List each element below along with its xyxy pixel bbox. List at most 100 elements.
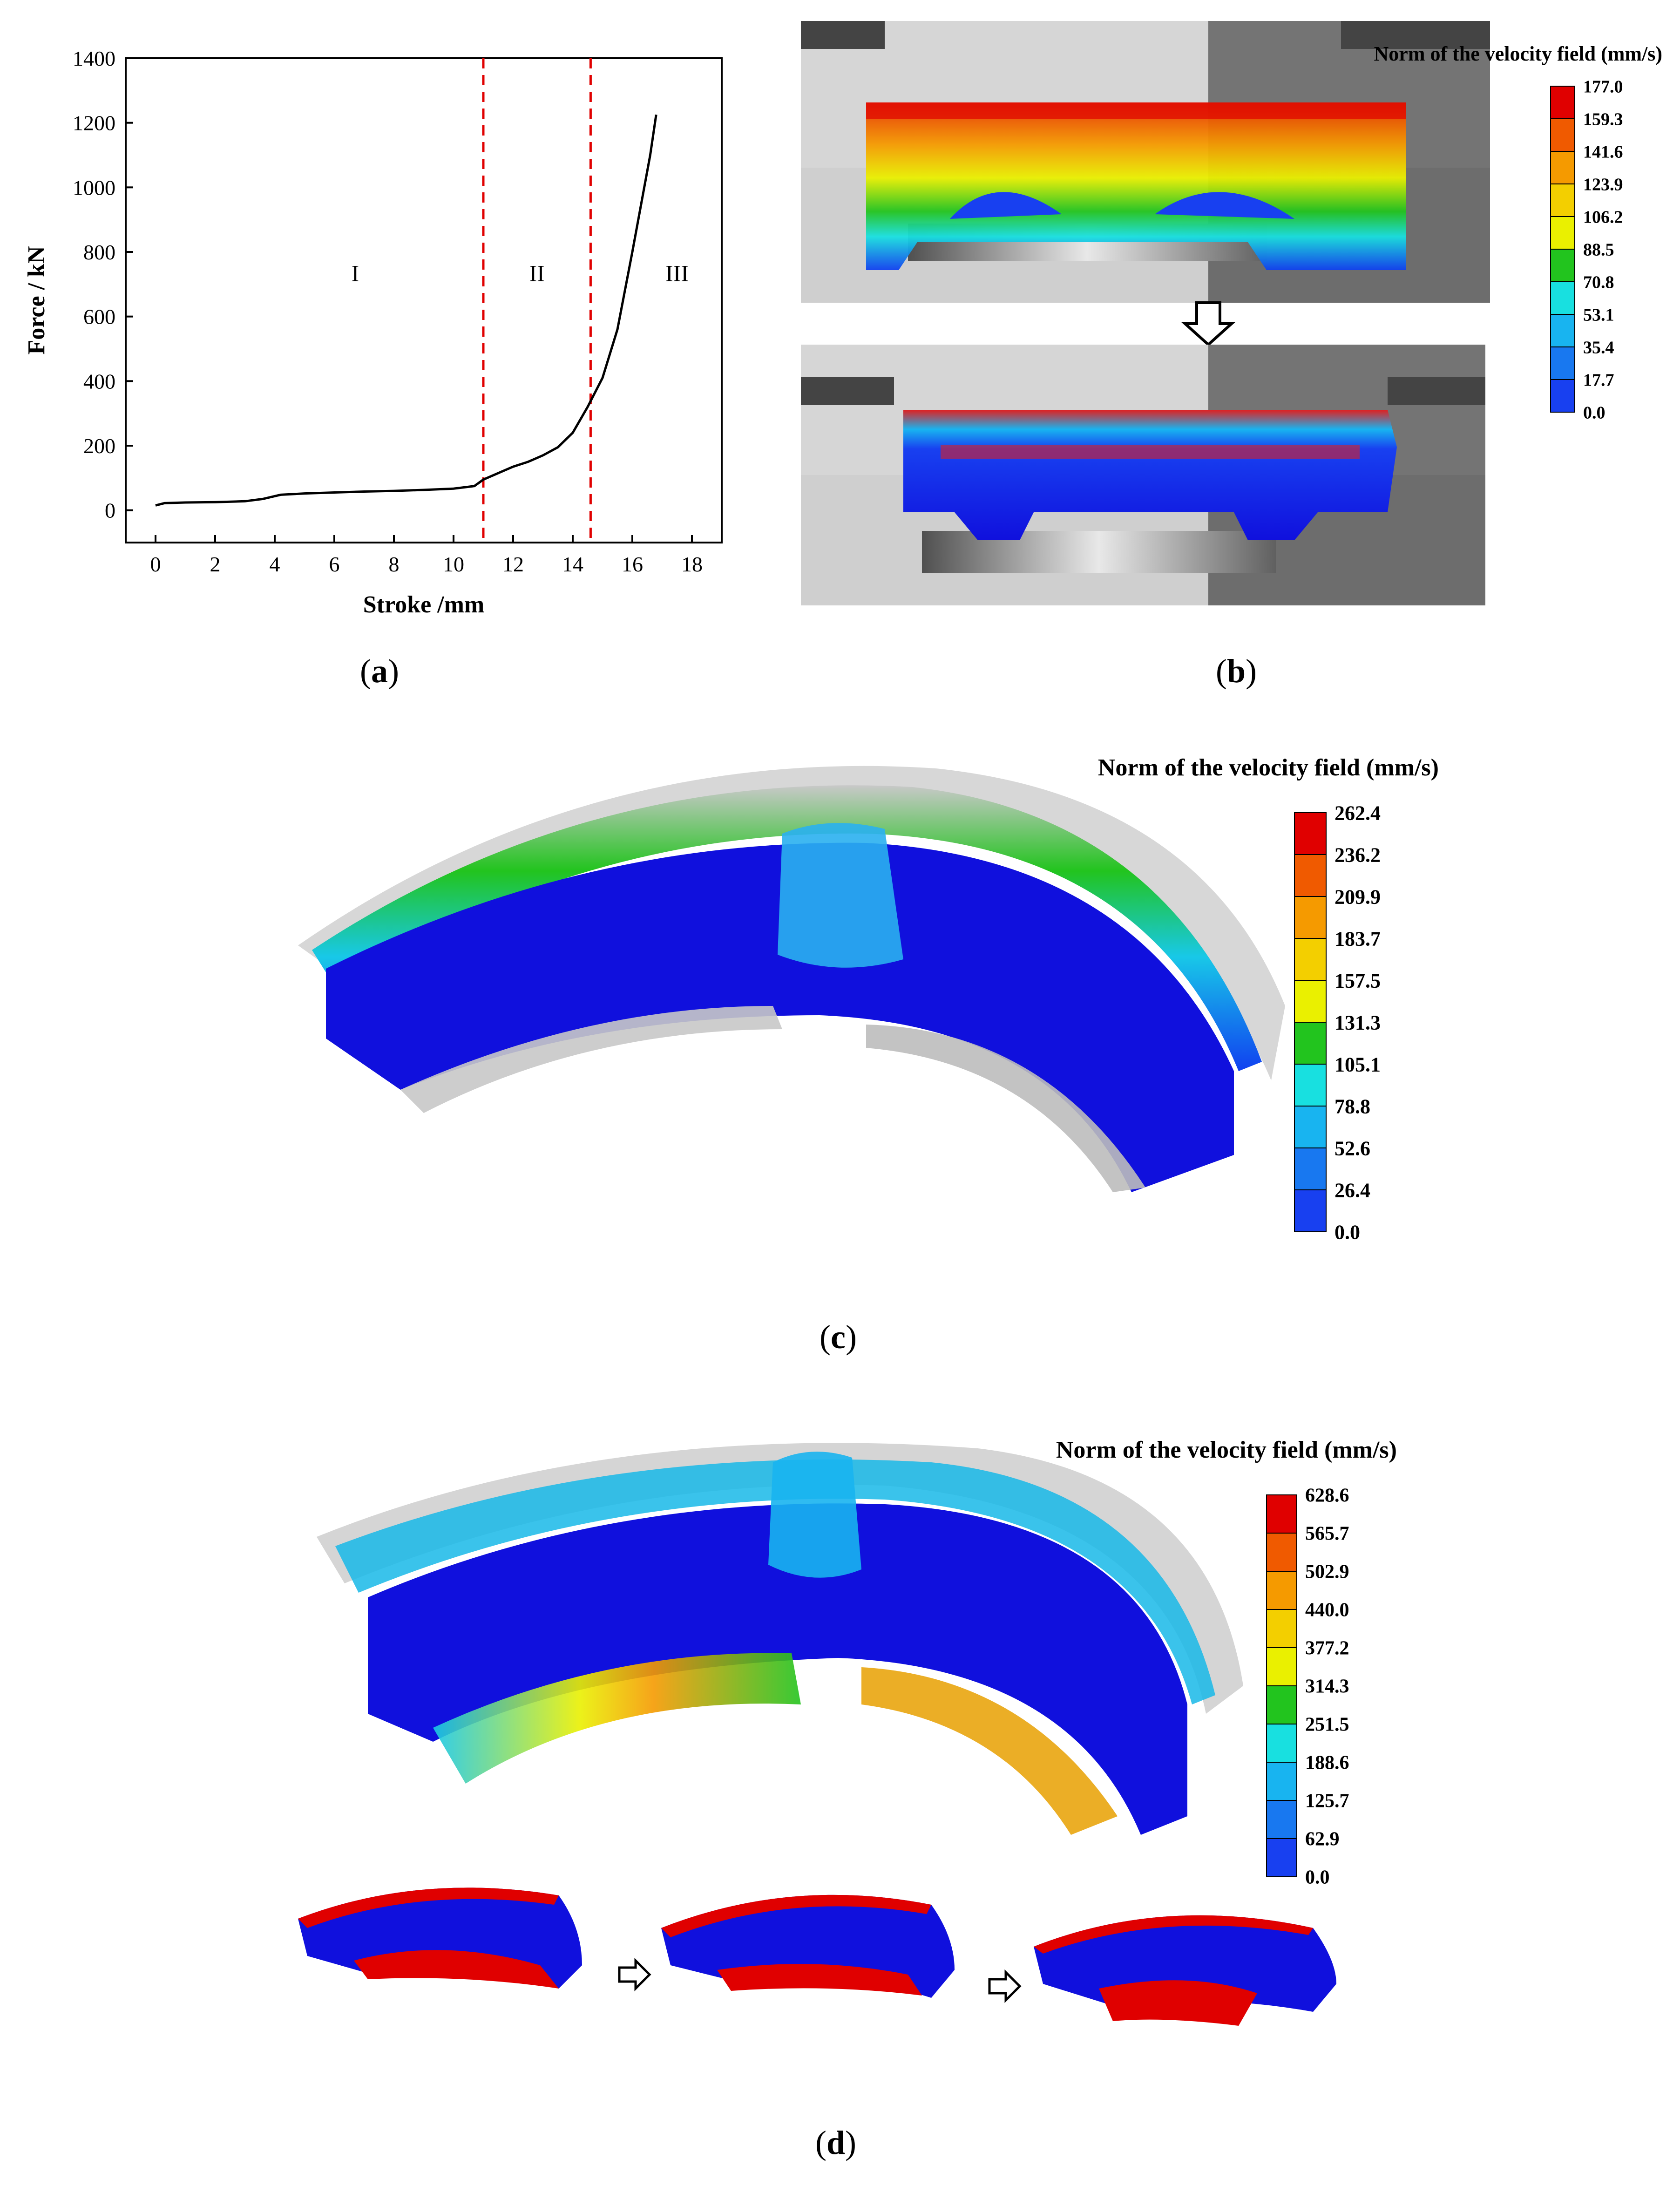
panel-a: 0 2 4 6 8 10 12 14 16 18 0 200 400 600 800 1000 1200 1400… <box>0 0 768 699</box>
legend-swatch <box>1550 379 1575 413</box>
y-tick-label: 800 <box>83 240 115 264</box>
x-tick-label: 18 <box>681 552 703 576</box>
legend-swatch <box>1550 346 1575 380</box>
legend-swatch <box>1266 1647 1297 1686</box>
panel-c: Norm of the velocity field (mm/s) 262.4 2… <box>261 726 1471 1248</box>
panel-b: Norm of the velocity field (mm/s) 177.0 1… <box>801 9 1667 615</box>
legend-value: 26.4 <box>1335 1179 1370 1202</box>
legend-swatch <box>1266 1838 1297 1877</box>
legend-b-title: Norm of the velocity field (mm/s) <box>1374 42 1662 65</box>
x-tick-label: 2 <box>210 552 221 576</box>
caption-a-letter: a <box>371 652 388 690</box>
caption-c: (c) <box>820 1318 857 1356</box>
legend-value: 314.3 <box>1305 1676 1349 1697</box>
x-tick-label: 10 <box>443 552 464 576</box>
legend-value: 106.2 <box>1583 207 1623 227</box>
legend-d-title: Norm of the velocity field (mm/s) <box>1056 1437 1397 1463</box>
cross-section-upper <box>801 21 1490 303</box>
caption-b: (b) <box>1215 652 1257 690</box>
legend-swatch <box>1294 812 1327 855</box>
plot-frame <box>125 57 723 543</box>
legend-value: 17.7 <box>1583 370 1614 390</box>
sequence-stage-3 <box>1034 1915 1336 2026</box>
velocity-legend-b: Norm of the velocity field (mm/s) 177.0 1… <box>1374 42 1662 422</box>
stage-label: II <box>529 260 545 286</box>
legend-value: 141.6 <box>1583 142 1623 162</box>
forming-sequence <box>298 1887 1336 2026</box>
legend-c-title: Norm of the velocity field (mm/s) <box>1098 754 1439 781</box>
legend-swatch <box>1550 281 1575 315</box>
legend-swatch <box>1294 1189 1327 1232</box>
x-tick-label: 12 <box>502 552 524 576</box>
legend-swatch <box>1550 249 1575 282</box>
legend-swatch <box>1294 938 1327 981</box>
x-tick-label: 4 <box>270 552 280 576</box>
legend-swatch <box>1294 854 1327 897</box>
y-tick-label: 1200 <box>73 111 115 135</box>
legend-value: 35.4 <box>1583 338 1614 357</box>
caption-d: (d) <box>815 2124 856 2161</box>
y-tick-label: 0 <box>105 499 115 523</box>
y-tick-label: 200 <box>83 434 115 458</box>
legend-value: 0.0 <box>1335 1221 1360 1243</box>
legend-value: 105.1 <box>1335 1053 1381 1076</box>
cross-section-lower <box>801 345 1485 605</box>
velocity-3d-c: Norm of the velocity field (mm/s) 262.4 2… <box>298 754 1439 1243</box>
legend-swatch <box>1266 1533 1297 1572</box>
legend-value: 0.0 <box>1305 1867 1330 1888</box>
caption-a: (a) <box>360 652 399 690</box>
y-tick-label: 400 <box>83 369 115 393</box>
legend-value: 251.5 <box>1305 1714 1349 1736</box>
legend-swatch <box>1294 1147 1327 1190</box>
legend-value: 377.2 <box>1305 1638 1349 1659</box>
legend-value: 123.9 <box>1583 175 1623 194</box>
x-tick-label: 6 <box>329 552 340 576</box>
panel-d: Norm of the velocity field (mm/s) 628.6 5… <box>279 1425 1490 2100</box>
x-axis-label: Stroke /mm <box>363 591 484 618</box>
legend-swatch <box>1266 1762 1297 1801</box>
legend-swatch <box>1266 1571 1297 1610</box>
y-tick-label: 1000 <box>73 176 115 199</box>
x-tick-label: 16 <box>622 552 643 576</box>
legend-value: 157.5 <box>1335 969 1381 992</box>
x-tick-label: 14 <box>562 552 583 576</box>
legend-value: 565.7 <box>1305 1523 1349 1545</box>
legend-value: 262.4 <box>1335 801 1381 824</box>
y-tick-label: 600 <box>83 305 115 329</box>
legend-value: 0.0 <box>1583 403 1605 422</box>
legend-value: 70.8 <box>1583 272 1614 292</box>
sequence-stage-2 <box>661 1894 955 1998</box>
force-curve <box>155 114 657 507</box>
legend-swatch <box>1266 1724 1297 1763</box>
legend-swatch <box>1550 216 1575 250</box>
legend-value: 88.5 <box>1583 240 1614 259</box>
legend-swatch <box>1550 118 1575 152</box>
legend-value: 53.1 <box>1583 305 1614 325</box>
legend-swatch <box>1550 183 1575 217</box>
velocity-cross-section: Norm of the velocity field (mm/s) 177.0 1… <box>801 21 1662 605</box>
legend-swatch <box>1550 86 1575 119</box>
legend-value: 502.9 <box>1305 1561 1349 1583</box>
down-arrow-icon <box>1181 301 1235 347</box>
stage-label: I <box>351 260 359 286</box>
legend-value: 52.6 <box>1335 1137 1370 1160</box>
legend-value: 159.3 <box>1583 109 1623 129</box>
y-tick-label: 1400 <box>73 47 115 70</box>
x-tick-label: 8 <box>389 552 400 576</box>
legend-swatch <box>1294 980 1327 1023</box>
legend-value: 440.0 <box>1305 1600 1349 1621</box>
legend-swatch <box>1550 151 1575 184</box>
caption-b-letter: b <box>1226 652 1246 690</box>
legend-value: 183.7 <box>1335 927 1381 950</box>
legend-value: 177.0 <box>1583 77 1623 96</box>
legend-value: 188.6 <box>1305 1752 1349 1774</box>
legend-swatch <box>1294 1022 1327 1065</box>
right-arrow-icon-1 <box>618 1957 651 1992</box>
legend-swatch <box>1294 1064 1327 1107</box>
sequence-stage-1 <box>298 1887 582 1989</box>
right-arrow-icon-2 <box>988 1969 1022 2003</box>
legend-value: 236.2 <box>1335 843 1381 866</box>
legend-swatch <box>1550 314 1575 347</box>
stage-label: III <box>665 260 689 286</box>
legend-value: 131.3 <box>1335 1011 1381 1034</box>
